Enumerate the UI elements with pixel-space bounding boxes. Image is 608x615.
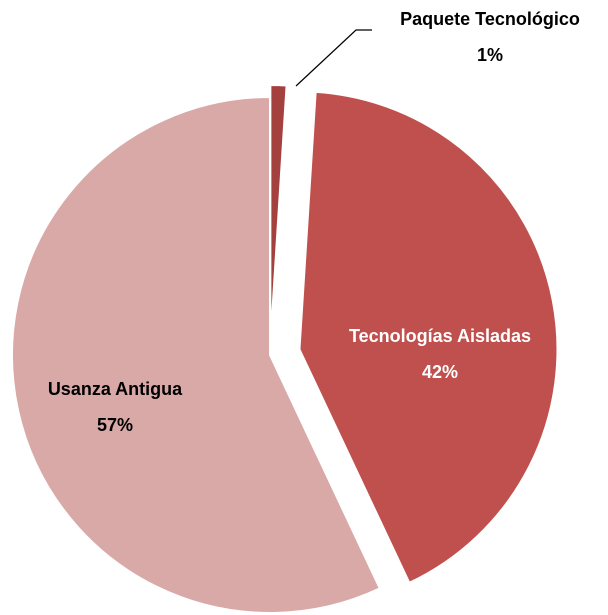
slice-value: 42%: [422, 362, 458, 382]
slice-label: Tecnologías Aisladas: [349, 326, 531, 346]
pie-slice: [11, 95, 382, 614]
slice-value: 1%: [477, 45, 503, 65]
pie-slice: [269, 84, 288, 344]
pie-slice: [298, 90, 559, 585]
slice-value: 57%: [97, 415, 133, 435]
slice-label: Paquete Tecnológico: [400, 9, 580, 29]
slice-label: Usanza Antigua: [48, 379, 183, 399]
leader-line: [295, 29, 372, 87]
